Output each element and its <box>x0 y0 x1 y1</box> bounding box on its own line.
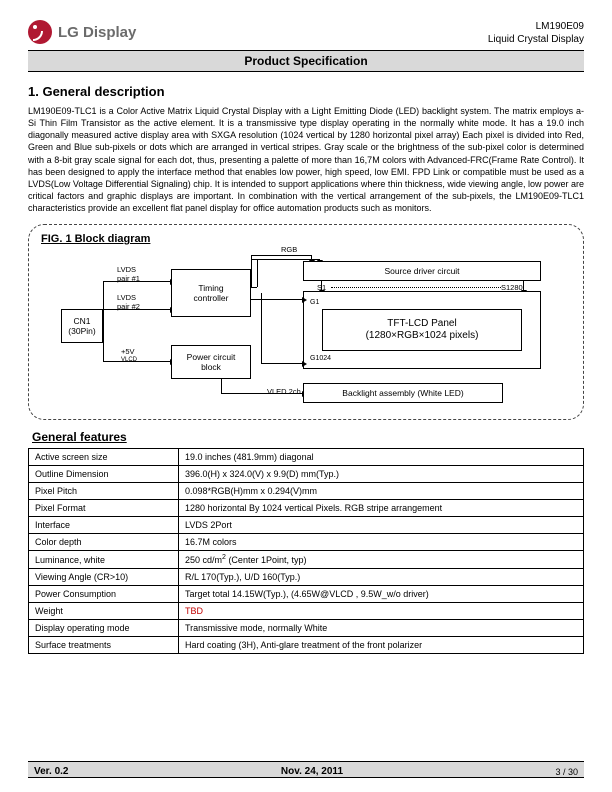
feature-name: Active screen size <box>29 449 179 466</box>
section-body: LM190E09-TLC1 is a Color Active Matrix L… <box>28 105 584 214</box>
feature-name: Weight <box>29 603 179 620</box>
feature-name: Display operating mode <box>29 620 179 637</box>
lg-logo-icon <box>28 20 52 44</box>
model-number: LM190E09 <box>488 20 584 33</box>
feature-value: 19.0 inches (481.9mm) diagonal <box>179 449 584 466</box>
figure-title: FIG. 1 Block diagram <box>41 233 571 245</box>
feature-value: TBD <box>179 603 584 620</box>
table-row: Luminance, white250 cd/m2 (Center 1Point… <box>29 551 584 569</box>
footer-page: 3 / 30 <box>555 767 578 777</box>
feature-value: Transmissive mode, normally White <box>179 620 584 637</box>
feature-name: Outline Dimension <box>29 466 179 483</box>
table-row: Surface treatmentsHard coating (3H), Ant… <box>29 637 584 654</box>
timing-controller-block: Timing controller <box>171 269 251 317</box>
footer-version: Ver. 0.2 <box>34 766 68 777</box>
table-row: Active screen size19.0 inches (481.9mm) … <box>29 449 584 466</box>
table-row: Pixel Pitch0.098*RGB(H)mm x 0.294(V)mm <box>29 483 584 500</box>
feature-value: Target total 14.15W(Typ.), (4.65W@VLCD ,… <box>179 586 584 603</box>
page-footer: Ver. 0.2 Nov. 24, 2011 3 / 30 <box>28 761 584 778</box>
feature-name: Power Consumption <box>29 586 179 603</box>
feature-value: Hard coating (3H), Anti-glare treatment … <box>179 637 584 654</box>
features-table: Active screen size19.0 inches (481.9mm) … <box>28 448 584 654</box>
table-row: Viewing Angle (CR>10)R/L 170(Typ.), U/D … <box>29 569 584 586</box>
title-bar: Product Specification <box>28 50 584 72</box>
logo-text: LG Display <box>58 24 136 41</box>
table-row: Pixel Format1280 horizontal By 1024 vert… <box>29 500 584 517</box>
footer-date: Nov. 24, 2011 <box>281 766 343 777</box>
backlight-block: Backlight assembly (White LED) <box>303 383 503 403</box>
table-row: Power ConsumptionTarget total 14.15W(Typ… <box>29 586 584 603</box>
logo-group: LG Display <box>28 20 136 44</box>
feature-name: Surface treatments <box>29 637 179 654</box>
table-row: Outline Dimension396.0(H) x 324.0(V) x 9… <box>29 466 584 483</box>
cn1-block: CN1 (30Pin) <box>61 309 103 343</box>
block-diagram: CN1 (30Pin) LVDS pair #1 LVDS pair #2 +5… <box>41 249 571 409</box>
page-header: LG Display LM190E09 Liquid Crystal Displ… <box>28 20 584 46</box>
figure-box: FIG. 1 Block diagram CN1 (30Pin) LVDS pa… <box>28 224 584 420</box>
feature-value: LVDS 2Port <box>179 517 584 534</box>
feature-name: Pixel Pitch <box>29 483 179 500</box>
power-block: Power circuit block <box>171 345 251 379</box>
rgb-label: RGB <box>281 245 297 254</box>
table-row: InterfaceLVDS 2Port <box>29 517 584 534</box>
feature-name: Luminance, white <box>29 551 179 569</box>
section-heading: 1. General description <box>28 84 584 99</box>
feature-value: R/L 170(Typ.), U/D 160(Typ.) <box>179 569 584 586</box>
table-row: Display operating modeTransmissive mode,… <box>29 620 584 637</box>
vlcd-label: VLCD <box>121 357 137 363</box>
p5v-label: +5V <box>121 347 135 356</box>
feature-value: 250 cd/m2 (Center 1Point, typ) <box>179 551 584 569</box>
feature-value: 1280 horizontal By 1024 vertical Pixels.… <box>179 500 584 517</box>
g1024-label: G1024 <box>304 351 331 363</box>
feature-name: Pixel Format <box>29 500 179 517</box>
table-row: WeightTBD <box>29 603 584 620</box>
header-right: LM190E09 Liquid Crystal Display <box>488 20 584 46</box>
feature-value: 0.098*RGB(H)mm x 0.294(V)mm <box>179 483 584 500</box>
panel-outline: G1 TFT-LCD Panel (1280×RGB×1024 pixels) … <box>303 291 541 369</box>
feature-name: Viewing Angle (CR>10) <box>29 569 179 586</box>
product-type: Liquid Crystal Display <box>488 33 584 46</box>
feature-value: 16.7M colors <box>179 534 584 551</box>
vled-label: VLED 2ch <box>267 387 301 396</box>
source-driver-block: Source driver circuit <box>303 261 541 281</box>
features-heading: General features <box>32 430 584 444</box>
feature-name: Color depth <box>29 534 179 551</box>
tft-panel-block: TFT-LCD Panel (1280×RGB×1024 pixels) <box>322 309 522 351</box>
feature-name: Interface <box>29 517 179 534</box>
feature-value: 396.0(H) x 324.0(V) x 9.9(D) mm(Typ.) <box>179 466 584 483</box>
table-row: Color depth16.7M colors <box>29 534 584 551</box>
